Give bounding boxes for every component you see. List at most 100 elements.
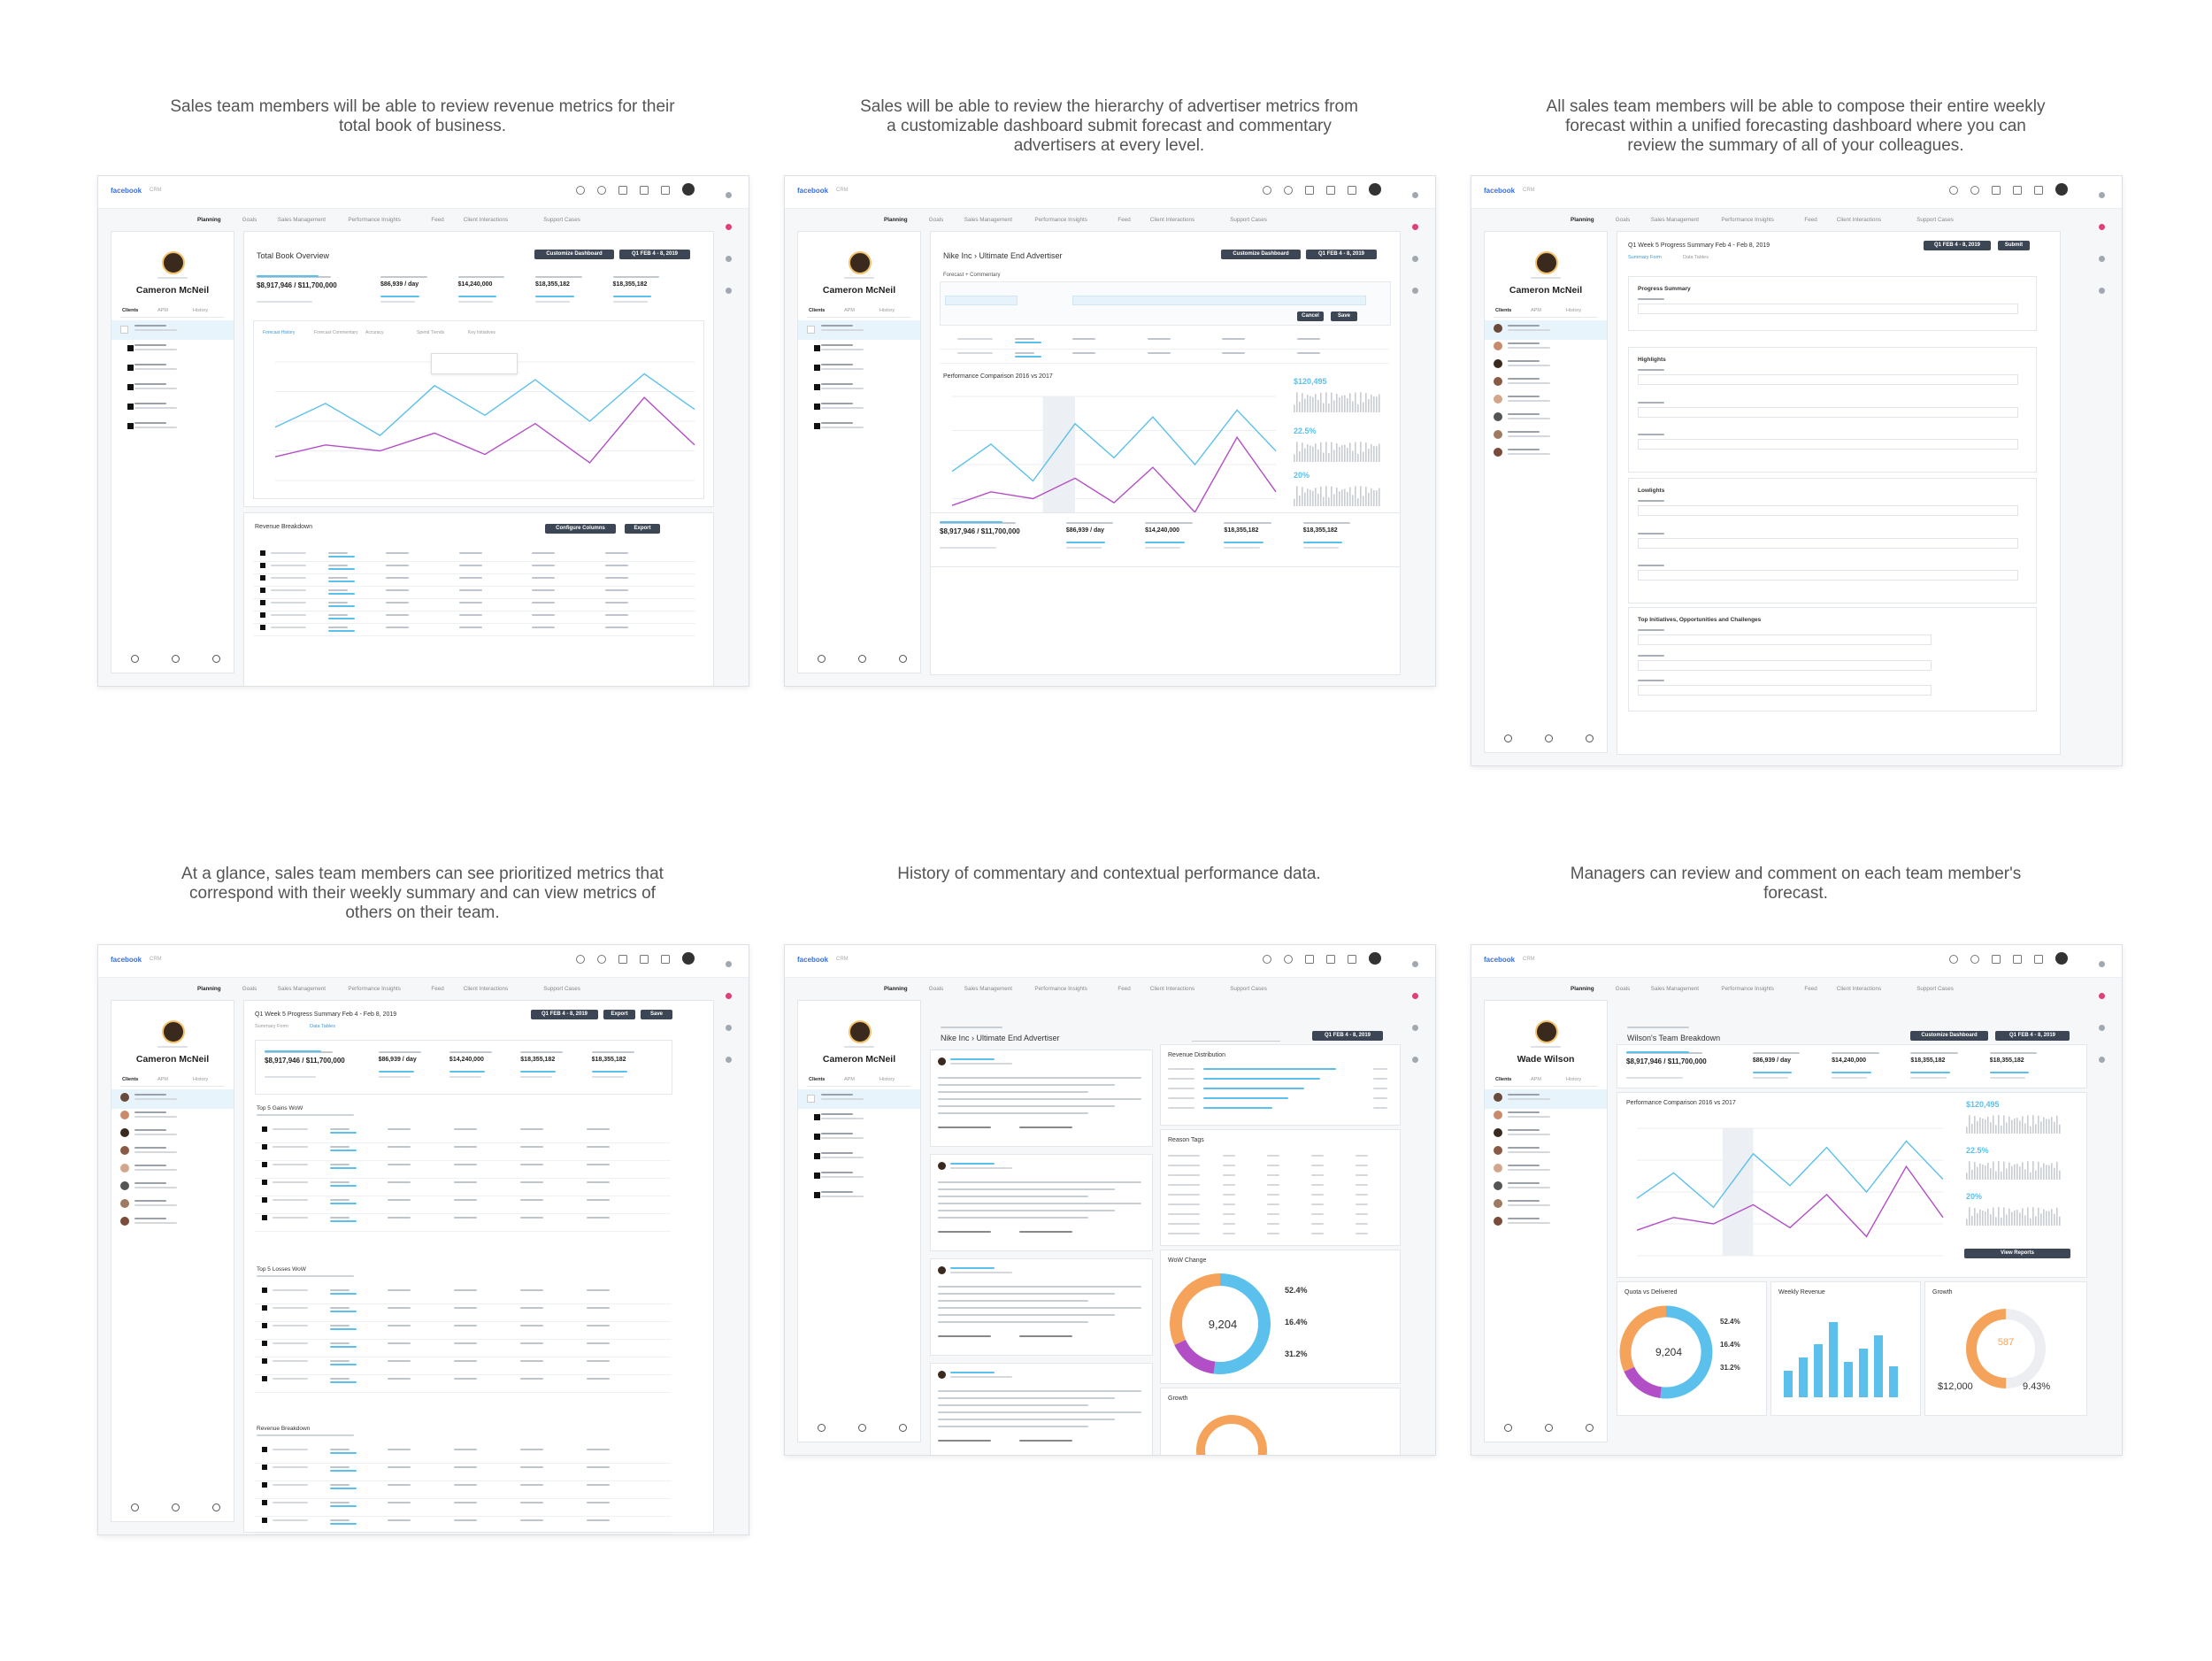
nav-item[interactable]: Support Cases <box>543 986 580 992</box>
rail-icon[interactable] <box>726 1057 732 1063</box>
sidebar-tab[interactable]: History <box>193 1077 209 1082</box>
sidebar-tab[interactable]: History <box>1566 1077 1582 1082</box>
sidebar-icon[interactable] <box>131 1503 139 1511</box>
sidebar-tab[interactable]: Clients <box>809 1077 826 1082</box>
nav-item[interactable]: Client Interactions <box>1149 986 1195 992</box>
toolbar-icon[interactable] <box>661 955 670 964</box>
sidebar-tab[interactable]: APM <box>157 308 168 313</box>
nav-item[interactable]: Sales Management <box>277 217 326 223</box>
button[interactable]: Export <box>603 1010 635 1019</box>
chart-tab[interactable]: Accuracy <box>365 330 384 335</box>
toolbar-icon[interactable] <box>597 955 606 964</box>
nav-item[interactable]: Planning <box>884 217 908 223</box>
rail-icon[interactable] <box>726 256 732 262</box>
profile-avatar[interactable] <box>1369 952 1381 965</box>
sidebar-tab[interactable]: Clients <box>809 308 826 313</box>
toolbar-icon[interactable] <box>1949 955 1958 964</box>
nav-item[interactable]: Sales Management <box>964 217 1013 223</box>
nav-item[interactable]: Support Cases <box>1230 217 1267 223</box>
toolbar-icon[interactable] <box>1305 186 1314 195</box>
sidebar-tab[interactable]: Clients <box>1495 1077 1512 1082</box>
rail-icon[interactable] <box>2099 192 2105 198</box>
button[interactable]: Save <box>641 1010 672 1019</box>
nav-item[interactable]: Goals <box>928 986 944 992</box>
nav-item[interactable]: Client Interactions <box>1149 217 1195 223</box>
rail-icon[interactable] <box>1412 961 1418 967</box>
nav-item[interactable]: Support Cases <box>1916 986 1954 992</box>
toolbar-icon[interactable] <box>1348 955 1356 964</box>
toolbar-icon[interactable] <box>1949 186 1958 195</box>
nav-item[interactable]: Performance Insights <box>1721 217 1774 223</box>
chart-tab[interactable]: Forecast History <box>263 330 296 335</box>
sidebar-icon[interactable] <box>172 1503 180 1511</box>
nav-item[interactable]: Planning <box>884 986 908 992</box>
rail-icon[interactable] <box>2099 1057 2105 1063</box>
form-tab[interactable]: Data Tables <box>310 1024 335 1029</box>
chart-tab[interactable]: Key Initiatives <box>468 330 495 335</box>
button[interactable]: Submit <box>1998 241 2030 250</box>
button[interactable]: Save <box>1331 311 1357 321</box>
rail-icon[interactable] <box>2099 993 2105 999</box>
nav-item[interactable]: Sales Management <box>1650 217 1700 223</box>
toolbar-icon[interactable] <box>2013 186 2022 195</box>
nav-item[interactable]: Support Cases <box>1230 986 1267 992</box>
chart-tab[interactable]: Forecast Commentary <box>314 330 358 335</box>
nav-item[interactable]: Client Interactions <box>463 986 509 992</box>
sidebar-icon[interactable] <box>172 655 180 663</box>
nav-item[interactable]: Sales Management <box>1650 986 1700 992</box>
sidebar-tab[interactable]: Clients <box>1495 308 1512 313</box>
toolbar-icon[interactable] <box>1970 186 1979 195</box>
toolbar-icon[interactable] <box>576 186 585 195</box>
sidebar-icon[interactable] <box>818 655 826 663</box>
toolbar-icon[interactable] <box>1263 186 1271 195</box>
nav-item[interactable]: Goals <box>928 217 944 223</box>
toolbar-icon[interactable] <box>1284 955 1293 964</box>
rail-icon[interactable] <box>726 961 732 967</box>
nav-item[interactable]: Feed <box>1118 217 1131 223</box>
sidebar-tab[interactable]: APM <box>844 308 855 313</box>
toolbar-icon[interactable] <box>1284 186 1293 195</box>
nav-item[interactable]: Feed <box>431 986 444 992</box>
nav-item[interactable]: Planning <box>1571 986 1594 992</box>
sidebar-icon[interactable] <box>818 1424 826 1432</box>
rail-icon[interactable] <box>2099 1025 2105 1031</box>
nav-item[interactable]: Performance Insights <box>1034 986 1087 992</box>
nav-item[interactable]: Performance Insights <box>348 986 401 992</box>
rail-icon[interactable] <box>726 192 732 198</box>
rail-icon[interactable] <box>726 288 732 294</box>
button[interactable]: Customize Dashboard <box>1910 1031 1988 1041</box>
button[interactable]: Export <box>625 524 660 534</box>
toolbar-icon[interactable] <box>618 955 627 964</box>
rail-icon[interactable] <box>1412 1057 1418 1063</box>
sidebar-icon[interactable] <box>212 1503 220 1511</box>
nav-item[interactable]: Client Interactions <box>1836 217 1882 223</box>
button[interactable]: View Reports <box>1964 1249 2070 1258</box>
form-tab[interactable]: Summary Form <box>255 1024 288 1029</box>
rail-icon[interactable] <box>726 224 732 230</box>
nav-item[interactable]: Sales Management <box>277 986 326 992</box>
nav-item[interactable]: Goals <box>242 217 257 223</box>
nav-item[interactable]: Goals <box>1615 986 1631 992</box>
sidebar-tab[interactable]: History <box>879 1077 895 1082</box>
button[interactable]: Customize Dashboard <box>534 250 614 259</box>
sidebar-icon[interactable] <box>858 1424 866 1432</box>
toolbar-icon[interactable] <box>576 955 585 964</box>
toolbar-icon[interactable] <box>1263 955 1271 964</box>
button[interactable]: Q1 FEB 4 - 8, 2019 <box>1924 241 1991 250</box>
profile-avatar[interactable] <box>682 183 695 196</box>
toolbar-icon[interactable] <box>1992 186 2001 195</box>
toolbar-icon[interactable] <box>2034 955 2043 964</box>
toolbar-icon[interactable] <box>1992 955 2001 964</box>
sidebar-tab[interactable]: APM <box>1531 308 1541 313</box>
button[interactable]: Configure Columns <box>545 524 616 534</box>
button[interactable]: Q1 FEB 4 - 8, 2019 <box>1306 250 1377 259</box>
toolbar-icon[interactable] <box>661 186 670 195</box>
nav-item[interactable]: Performance Insights <box>348 217 401 223</box>
nav-item[interactable]: Support Cases <box>543 217 580 223</box>
toolbar-icon[interactable] <box>1348 186 1356 195</box>
rail-icon[interactable] <box>726 1025 732 1031</box>
nav-item[interactable]: Support Cases <box>1916 217 1954 223</box>
sidebar-icon[interactable] <box>212 655 220 663</box>
sidebar-tab[interactable]: Clients <box>122 1077 139 1082</box>
rail-icon[interactable] <box>2099 224 2105 230</box>
